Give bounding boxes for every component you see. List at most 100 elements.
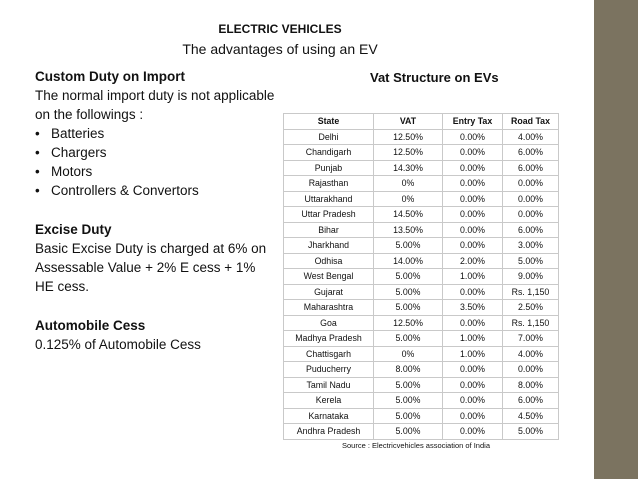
table-cell: 5.00% bbox=[373, 268, 443, 285]
automobile-cess-heading: Automobile Cess bbox=[35, 318, 146, 333]
table-cell: Tamil Nadu bbox=[283, 376, 374, 393]
table-cell: Karnataka bbox=[283, 407, 374, 424]
table-cell: 0% bbox=[373, 175, 443, 192]
table-cell: 5.00% bbox=[373, 376, 443, 393]
automobile-cess-text: 0.125% of Automobile Cess bbox=[35, 337, 201, 352]
excise-duty-text: Basic Excise Duty is charged at 6% on As… bbox=[35, 241, 267, 294]
vat-table: State VAT Entry Tax Road Tax Delhi 12.50%… bbox=[283, 113, 559, 440]
table-cell: Delhi bbox=[283, 128, 374, 145]
list-item: Batteries bbox=[35, 124, 275, 143]
table-row: Uttarakhand 0% 0.00% 0.00% bbox=[283, 190, 559, 207]
table-cell: 6.00% bbox=[502, 144, 559, 161]
table-cell: 6.00% bbox=[502, 159, 559, 176]
excise-duty-heading: Excise Duty bbox=[35, 222, 112, 237]
table-cell: 0.00% bbox=[442, 237, 503, 254]
table-cell: 0.00% bbox=[502, 175, 559, 192]
table-cell: 0.00% bbox=[442, 144, 503, 161]
table-cell: 0% bbox=[373, 345, 443, 362]
table-cell: Goa bbox=[283, 314, 374, 331]
table-cell: Maharashtra bbox=[283, 299, 374, 316]
table-row: Madhya Pradesh 5.00% 1.00% 7.00% bbox=[283, 330, 559, 347]
table-cell: 6.00% bbox=[502, 221, 559, 238]
list-item: Controllers & Convertors bbox=[35, 181, 275, 200]
table-row: Chandigarh 12.50% 0.00% 6.00% bbox=[283, 144, 559, 161]
table-cell: Uttarakhand bbox=[283, 190, 374, 207]
left-column: Custom Duty on Import The normal import … bbox=[35, 67, 275, 354]
custom-duty-list: Batteries Chargers Motors Controllers & … bbox=[35, 124, 275, 200]
table-cell: Bihar bbox=[283, 221, 374, 238]
table-cell: 5.00% bbox=[502, 423, 559, 440]
table-cell: Odhisa bbox=[283, 252, 374, 269]
table-cell: 0.00% bbox=[442, 190, 503, 207]
table-row: Chattisgarh 0% 1.00% 4.00% bbox=[283, 345, 559, 362]
list-item: Chargers bbox=[35, 143, 275, 162]
table-cell: 3.50% bbox=[442, 299, 503, 316]
table-cell: 1.00% bbox=[442, 268, 503, 285]
table-cell: 0.00% bbox=[442, 361, 503, 378]
table-cell: 14.00% bbox=[373, 252, 443, 269]
table-cell: 0.00% bbox=[442, 283, 503, 300]
table-cell: 0% bbox=[373, 190, 443, 207]
table-cell: Chandigarh bbox=[283, 144, 374, 161]
table-cell: 0.00% bbox=[502, 361, 559, 378]
page-subtitle: The advantages of using an EV bbox=[182, 41, 378, 57]
table-cell: 5.00% bbox=[373, 423, 443, 440]
custom-duty-heading: Custom Duty on Import bbox=[35, 69, 185, 84]
table-cell: 8.00% bbox=[373, 361, 443, 378]
table-cell: 4.50% bbox=[502, 407, 559, 424]
table-cell: 5.00% bbox=[373, 392, 443, 409]
table-cell: 0.00% bbox=[442, 407, 503, 424]
table-row: Tamil Nadu 5.00% 0.00% 8.00% bbox=[283, 376, 559, 393]
table-cell: 2.00% bbox=[442, 252, 503, 269]
table-row: Goa 12.50% 0.00% Rs. 1,150 bbox=[283, 314, 559, 331]
table-cell: 5.00% bbox=[373, 299, 443, 316]
table-cell: 0.00% bbox=[442, 376, 503, 393]
table-row: Karnataka 5.00% 0.00% 4.50% bbox=[283, 407, 559, 424]
table-row: Kerela 5.00% 0.00% 6.00% bbox=[283, 392, 559, 409]
table-row: Jharkhand 5.00% 0.00% 3.00% bbox=[283, 237, 559, 254]
table-cell: 0.00% bbox=[442, 128, 503, 145]
side-accent-bar bbox=[594, 0, 638, 479]
table-row: Andhra Pradesh 5.00% 0.00% 5.00% bbox=[283, 423, 559, 440]
table-row: Rajasthan 0% 0.00% 0.00% bbox=[283, 175, 559, 192]
table-cell: Gujarat bbox=[283, 283, 374, 300]
table-cell: 5.00% bbox=[502, 252, 559, 269]
table-row: West Bengal 5.00% 1.00% 9.00% bbox=[283, 268, 559, 285]
table-cell: 2.50% bbox=[502, 299, 559, 316]
table-cell: 8.00% bbox=[502, 376, 559, 393]
table-cell: 0.00% bbox=[442, 175, 503, 192]
table-cell: 12.50% bbox=[373, 144, 443, 161]
table-cell: Jharkhand bbox=[283, 237, 374, 254]
vat-table-title: Vat Structure on EVs bbox=[370, 70, 499, 85]
column-header: State bbox=[283, 113, 374, 130]
list-item: Motors bbox=[35, 162, 275, 181]
table-cell: 5.00% bbox=[373, 237, 443, 254]
table-cell: 0.00% bbox=[442, 221, 503, 238]
table-cell: 14.30% bbox=[373, 159, 443, 176]
custom-duty-text: The normal import duty is not applicable… bbox=[35, 88, 275, 122]
table-row: Puducherry 8.00% 0.00% 0.00% bbox=[283, 361, 559, 378]
table-cell: Uttar Pradesh bbox=[283, 206, 374, 223]
table-cell: 7.00% bbox=[502, 330, 559, 347]
table-cell: Rs. 1,150 bbox=[502, 283, 559, 300]
table-cell: Kerela bbox=[283, 392, 374, 409]
table-cell: 6.00% bbox=[502, 392, 559, 409]
table-cell: 12.50% bbox=[373, 314, 443, 331]
table-cell: Rajasthan bbox=[283, 175, 374, 192]
table-cell: 1.00% bbox=[442, 330, 503, 347]
table-cell: 12.50% bbox=[373, 128, 443, 145]
table-cell: 0.00% bbox=[442, 314, 503, 331]
table-cell: 0.00% bbox=[502, 190, 559, 207]
source-note: Source : Electricvehicles association of… bbox=[342, 441, 490, 450]
column-header: Entry Tax bbox=[442, 113, 503, 130]
table-row: Gujarat 5.00% 0.00% Rs. 1,150 bbox=[283, 283, 559, 300]
table-row: Punjab 14.30% 0.00% 6.00% bbox=[283, 159, 559, 176]
table-cell: Punjab bbox=[283, 159, 374, 176]
table-cell: Rs. 1,150 bbox=[502, 314, 559, 331]
table-cell: 0.00% bbox=[442, 423, 503, 440]
table-header-row: State VAT Entry Tax Road Tax bbox=[283, 113, 559, 130]
table-cell: 0.00% bbox=[442, 206, 503, 223]
table-cell: 0.00% bbox=[502, 206, 559, 223]
table-cell: 13.50% bbox=[373, 221, 443, 238]
table-row: Uttar Pradesh 14.50% 0.00% 0.00% bbox=[283, 206, 559, 223]
